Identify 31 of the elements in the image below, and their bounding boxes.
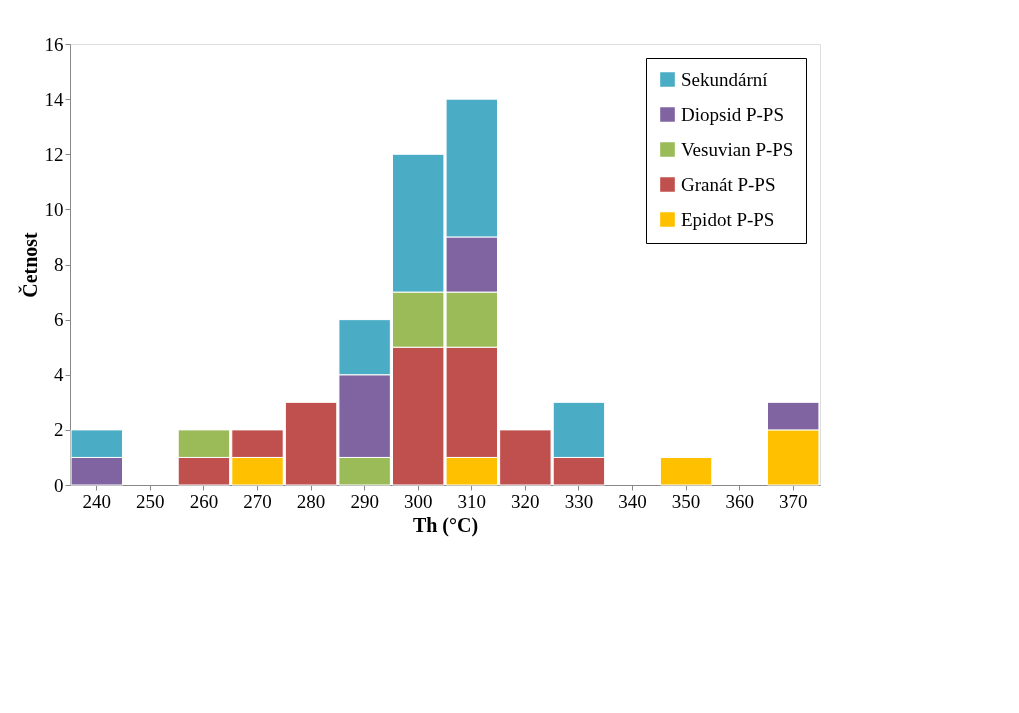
legend-label: Diopsid P-PS <box>681 103 784 125</box>
x-tick-label: 310 <box>457 490 487 512</box>
y-tick-label: 10 <box>44 198 64 220</box>
x-tick-label: 340 <box>618 490 647 512</box>
legend-label: Vesuvian P-PS <box>681 138 794 160</box>
legend-label: Epidot P-PS <box>681 208 775 230</box>
y-tick-label: 14 <box>44 88 64 110</box>
x-tick-label: 270 <box>243 490 272 512</box>
y-tick-label: 12 <box>44 143 64 165</box>
x-tick-label: 250 <box>136 490 165 512</box>
bar <box>659 456 713 486</box>
y-tick-label: 4 <box>54 364 64 386</box>
x-tick-label: 280 <box>296 490 326 512</box>
x-tick-label: 240 <box>82 490 112 512</box>
legend-label: Granát P-PS <box>681 173 776 195</box>
y-tick-label: 2 <box>54 419 64 441</box>
y-tick-label: 8 <box>54 254 64 275</box>
x-tick-label: 360 <box>725 490 754 512</box>
y-tick-label: 0 <box>54 474 64 496</box>
x-axis-title: Th (°C) <box>412 513 479 537</box>
x-tick-label: 260 <box>189 490 219 512</box>
y-axis-title: Četnost <box>17 231 41 298</box>
x-tick-label: 300 <box>403 490 433 512</box>
legend-label: Sekundární <box>681 68 769 90</box>
y-tick-label: 16 <box>44 33 64 55</box>
x-tick-label: 350 <box>671 490 701 512</box>
x-tick-label: 290 <box>350 490 379 512</box>
x-tick-label: 330 <box>564 490 594 512</box>
x-tick-label: 370 <box>778 490 808 512</box>
y-tick-label: 6 <box>54 309 64 331</box>
x-tick-label: 320 <box>511 490 540 512</box>
